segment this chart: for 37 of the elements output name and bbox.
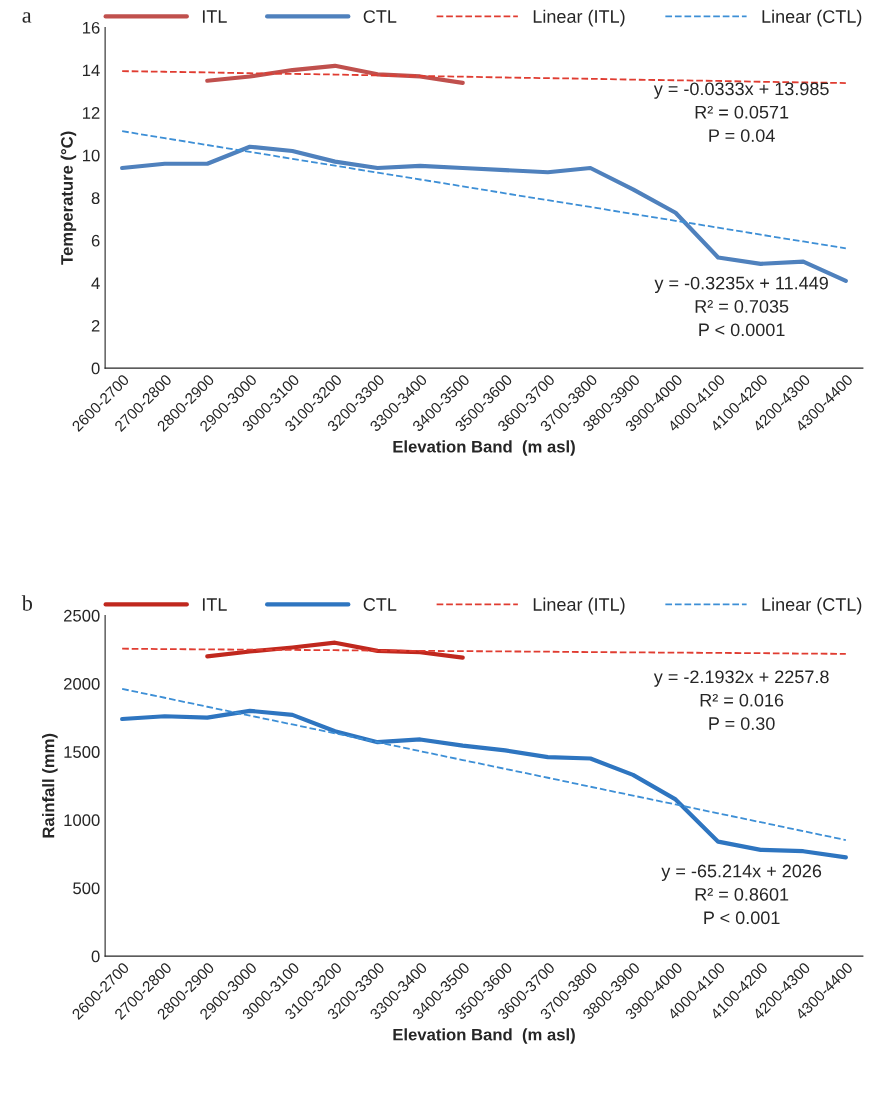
annotation: y = -0.3235x + 11.449 R² = 0.7035 P < 0.0001 [654,276,828,337]
y-tick-label: 500 [73,882,100,895]
legend-label: CTL [363,598,397,611]
x-axis-title: Elevation Band (m asl) [393,440,575,456]
annotation: y = -65.214x + 2026 R² = 0.8601 P < 0.001 [661,864,822,925]
y-axis-title: Rainfall (mm) [42,733,58,838]
legend-label: CTL [363,10,397,23]
y-tick-label: 1500 [64,746,100,758]
legend-label: Linear (ITL) [533,597,625,615]
y-tick-label: 16 [82,21,100,34]
y-tick-label: 2000 [64,677,100,690]
line-series [120,708,848,860]
y-tick-label: 2500 [64,609,100,622]
y-tick-label: 0 [91,950,100,963]
legend-label: Linear (CTL) [762,9,862,27]
chart-title: b [21,595,33,611]
y-tick-label: 0 [91,362,100,375]
y-tick-label: 2 [91,319,100,332]
annotation: y = -0.0333x + 13.985 R² = 0.0571 P = 0.04 [653,82,829,142]
line-series [121,130,847,250]
legend-label: Linear (ITL) [533,9,625,27]
legend-label: Linear (CTL) [762,597,862,615]
line-series [121,687,847,841]
y-tick-label: 8 [91,192,100,205]
y-tick-label: 14 [82,64,100,77]
y-tick-label: 4 [91,277,100,290]
legend-label: ITL [202,598,227,611]
y-tick-label: 1000 [64,814,100,827]
line-series [121,70,847,84]
chart-title: a [22,12,32,23]
x-axis-title: Elevation Band (m asl) [393,1028,575,1044]
y-tick-label: 12 [82,107,100,119]
annotation: y = -2.1932x + 2257.8 R² = 0.016 P = 0.30 [653,670,829,730]
y-axis-title: Temperature (°C) [60,131,77,265]
y-tick-label: 6 [91,234,100,247]
legend-label: ITL [202,10,227,23]
y-tick-label: 10 [82,149,100,162]
